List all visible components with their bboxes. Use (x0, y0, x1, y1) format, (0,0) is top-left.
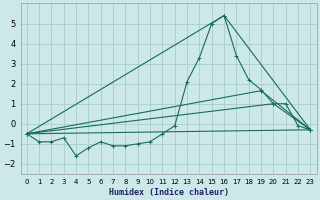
X-axis label: Humidex (Indice chaleur): Humidex (Indice chaleur) (108, 188, 228, 197)
